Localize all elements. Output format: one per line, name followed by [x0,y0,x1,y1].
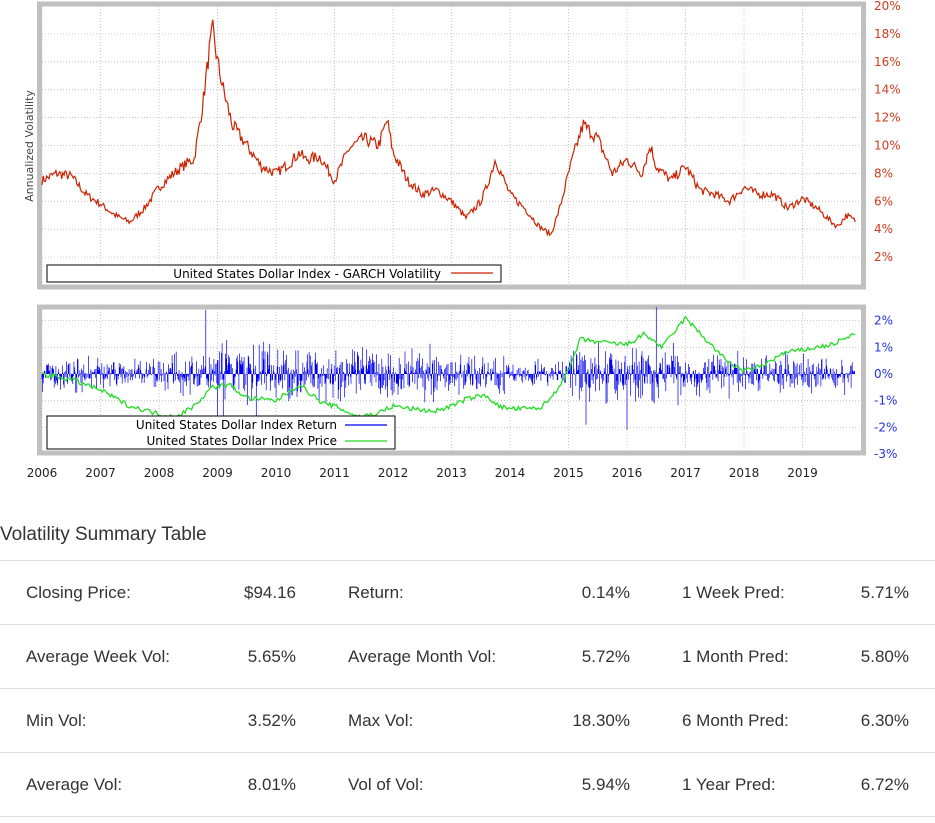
volatility-legend-box [46,264,502,283]
table-row: Closing Price: $94.16 Return: 0.14% 1 We… [0,560,935,625]
x-tick-label: 2015 [553,466,584,480]
year-pred-label: 1 Year Pred: [656,752,810,817]
vol-of-vol-label: Vol of Vol: [322,752,522,817]
y-tick-label: 10% [874,139,901,153]
closing-price-label: Closing Price: [0,560,185,625]
x-tick-label: 2006 [27,466,58,480]
y-tick-label: 6% [874,194,893,208]
x-tick-label: 2018 [729,466,760,480]
min-vol-label: Min Vol: [0,688,185,753]
y-tick-label: 2% [874,250,893,264]
y-tick-label: -2% [874,420,897,434]
return-legend-label: United States Dollar Index Return [136,418,337,432]
return-y-ticks: 2% 1% 0% -1% -2% -3% [874,314,897,462]
avg-vol-value: 8.01% [185,752,322,817]
year-pred-value: 6.72% [810,752,935,817]
x-tick-label: 2017 [670,466,701,480]
avg-vol-label: Average Vol: [0,752,185,817]
table-row: Average Vol: 8.01% Vol of Vol: 5.94% 1 Y… [0,752,935,817]
y-tick-label: 4% [874,222,893,236]
garch-volatility-line [41,19,856,237]
volatility-y-ticks: 2% 4% 6% 8% 10% 12% 14% 16% 18% 20% [874,0,901,264]
month-pred-value: 5.80% [810,624,935,689]
avg-week-vol-value: 5.65% [185,624,322,689]
year-axis-ticks: 2006 2007 2008 2009 2010 2011 2012 2013 2014 2015… [27,466,818,480]
volatility-summary-table: Closing Price: $94.16 Return: 0.14% 1 We… [0,560,935,817]
return-label: Return: [322,560,522,625]
x-tick-label: 2008 [144,466,175,480]
x-tick-label: 2010 [261,466,292,480]
x-tick-label: 2007 [85,466,116,480]
y-tick-label: 2% [874,314,893,328]
x-tick-label: 2009 [202,466,233,480]
y-tick-label: 8% [874,166,893,180]
table-row: Min Vol: 3.52% Max Vol: 18.30% 6 Month P… [0,688,935,753]
max-vol-value: 18.30% [522,688,656,753]
volatility-y-axis-label: Annualized Volatility [23,90,36,202]
return-legend-box [46,415,396,450]
y-tick-label: -3% [874,447,897,461]
return-legend: United States Dollar Index Return United… [46,415,396,450]
y-tick-label: 12% [874,111,901,125]
x-tick-label: 2016 [612,466,643,480]
y-tick-label: -1% [874,394,897,408]
max-vol-label: Max Vol: [322,688,522,753]
avg-month-vol-label: Average Month Vol: [322,624,522,689]
x-tick-label: 2013 [436,466,467,480]
week-pred-label: 1 Week Pred: [656,560,810,625]
y-tick-label: 18% [874,27,901,41]
y-tick-label: 20% [874,0,901,13]
volatility-plot-frame [37,1,866,290]
week-pred-value: 5.71% [810,560,935,625]
return-bars [41,307,855,431]
month-pred-label: 1 Month Pred: [656,624,810,689]
six-month-pred-label: 6 Month Pred: [656,688,810,753]
table-row: Average Week Vol: 5.65% Average Month Vo… [0,624,935,689]
summary-table-title: Volatility Summary Table [0,524,207,545]
volatility-charts: 2% 4% 6% 8% 10% 12% 14% 16% 18% 20% Annualized Vo… [23,0,901,480]
closing-price-value: $94.16 [185,560,322,625]
y-tick-label: 16% [874,55,901,69]
avg-week-vol-label: Average Week Vol: [0,624,185,689]
return-series [41,307,855,431]
x-tick-label: 2011 [319,466,350,480]
volatility-legend: United States Dollar Index - GARCH Volat… [46,264,502,283]
price-legend-label: United States Dollar Index Price [146,434,337,448]
avg-month-vol-value: 5.72% [522,624,656,689]
vol-of-vol-value: 5.94% [522,752,656,817]
six-month-pred-value: 6.30% [810,688,935,753]
min-vol-value: 3.52% [185,688,322,753]
x-tick-label: 2014 [495,466,526,480]
return-value: 0.14% [522,560,656,625]
y-tick-label: 1% [874,340,893,354]
y-tick-label: 0% [874,367,893,381]
volatility-legend-label: United States Dollar Index - GARCH Volat… [173,267,441,281]
y-tick-label: 14% [874,83,901,97]
x-tick-label: 2019 [787,466,818,480]
x-tick-label: 2012 [378,466,409,480]
